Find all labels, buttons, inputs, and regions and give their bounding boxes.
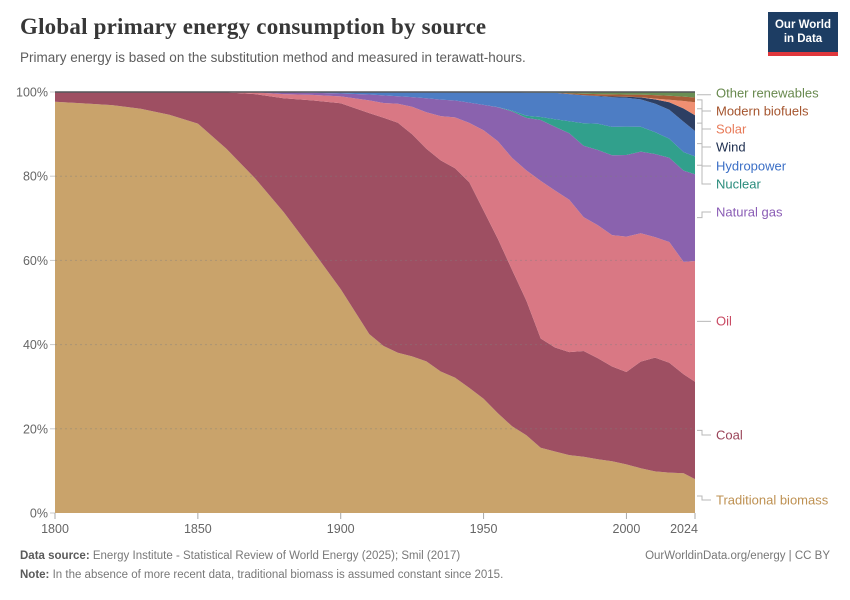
legend-label-nuclear[interactable]: Nuclear (716, 177, 761, 192)
owid-logo-line1: Our World (774, 19, 831, 31)
stacked-area-chart: 0% 20% 40% 60% 80% 100% 1800 1850 1900 1950 2000 20… (16, 86, 829, 537)
legend-connector-coal (697, 429, 711, 436)
y-tick-label-20: 20% (23, 422, 48, 436)
legend-label-natural-gas[interactable]: Natural gas (716, 205, 783, 220)
legend-label-oil[interactable]: Oil (716, 314, 732, 329)
y-axis: 0% 20% 40% 60% 80% 100% (16, 86, 55, 521)
owid-logo[interactable]: Our World in Data (768, 12, 838, 56)
y-tick-label-60: 60% (23, 254, 48, 268)
chart-areas (55, 92, 695, 513)
data-source-line: Data source: Energy Institute - Statisti… (20, 550, 460, 562)
y-tick-label-40: 40% (23, 338, 48, 352)
legend-label-wind[interactable]: Wind (716, 140, 746, 155)
legend-connector-wind (697, 122, 711, 148)
area-natural-gas[interactable] (55, 92, 695, 262)
note-line: Note: In the absence of more recent data… (20, 569, 503, 581)
x-tick-label-1800: 1800 (41, 522, 69, 536)
note-label: Note: (20, 569, 50, 581)
y-tick-label-100: 100% (16, 86, 48, 100)
data-source-label: Data source: (20, 550, 90, 562)
gridlines (55, 91, 695, 430)
legend-label-other-renewables[interactable]: Other renewables (716, 86, 819, 101)
owid-logo-accent-bar (768, 51, 838, 56)
legend-label-modern-biofuels[interactable]: Modern biofuels (716, 104, 809, 119)
area-oil[interactable] (55, 92, 695, 382)
x-tick-label-1850: 1850 (184, 522, 212, 536)
area-traditional-biomass[interactable] (55, 101, 695, 513)
chart-subtitle: Primary energy is based on the substitut… (20, 50, 526, 65)
area-hydropower[interactable] (55, 92, 695, 157)
legend-label-solar[interactable]: Solar (716, 122, 747, 137)
legend: Other renewables Modern biofuels Solar Wind… (697, 86, 829, 508)
legend-label-traditional-biomass[interactable]: Traditional biomass (716, 493, 829, 508)
legend-connector-traditional-biomass (697, 495, 711, 501)
x-tick-label-2024: 2024 (670, 522, 698, 536)
legend-connector-natural-gas (697, 211, 711, 219)
owid-logo-text: Our World in Data (768, 12, 838, 52)
data-source-text: Energy Institute - Statistical Review of… (89, 550, 461, 562)
x-axis: 1800 1850 1900 1950 2000 2024 (41, 513, 698, 536)
page-title: Global primary energy consumption by sou… (20, 14, 487, 39)
area-coal[interactable] (55, 92, 695, 480)
chart-footer: Data source: Energy Institute - Statisti… (20, 550, 830, 581)
legend-connector-modern-biofuels (697, 99, 711, 112)
y-tick-label-0: 0% (30, 507, 48, 521)
owid-logo-line2: in Data (783, 33, 823, 46)
legend-connector-solar (697, 108, 711, 130)
legend-label-coal[interactable]: Coal (716, 428, 743, 443)
y-tick-label-80: 80% (23, 170, 48, 184)
x-tick-label-1950: 1950 (470, 522, 498, 536)
legend-connector-nuclear (697, 164, 711, 185)
owid-license-link[interactable]: OurWorldinData.org/energy | CC BY (645, 550, 830, 562)
legend-connector-hydropower (697, 143, 711, 167)
x-tick-label-2000: 2000 (613, 522, 641, 536)
note-text: In the absence of more recent data, trad… (49, 569, 504, 581)
legend-label-hydropower[interactable]: Hydropower (716, 159, 787, 174)
x-tick-label-1900: 1900 (327, 522, 355, 536)
